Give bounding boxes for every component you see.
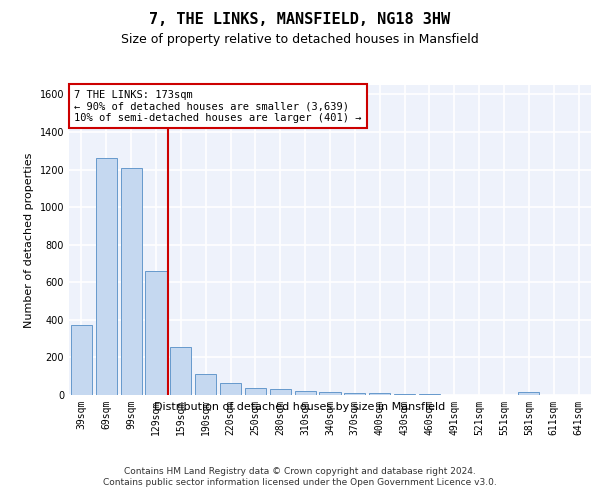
Bar	[71, 326, 92, 395]
Y-axis label: Number of detached properties: Number of detached properties	[24, 152, 34, 328]
Bar	[170, 347, 191, 395]
Text: Size of property relative to detached houses in Mansfield: Size of property relative to detached ho…	[121, 32, 479, 46]
Bar	[121, 168, 142, 395]
Bar	[344, 393, 365, 395]
Text: 7 THE LINKS: 173sqm
← 90% of detached houses are smaller (3,639)
10% of semi-det: 7 THE LINKS: 173sqm ← 90% of detached ho…	[74, 90, 362, 123]
Bar	[369, 394, 390, 395]
Bar	[419, 394, 440, 395]
Bar	[319, 392, 341, 395]
Bar	[96, 158, 117, 395]
Text: Distribution of detached houses by size in Mansfield: Distribution of detached houses by size …	[154, 402, 446, 412]
Text: Contains HM Land Registry data © Crown copyright and database right 2024.
Contai: Contains HM Land Registry data © Crown c…	[103, 468, 497, 487]
Bar	[518, 392, 539, 395]
Bar	[220, 383, 241, 395]
Bar	[270, 390, 291, 395]
Bar	[394, 394, 415, 395]
Bar	[245, 388, 266, 395]
Text: 7, THE LINKS, MANSFIELD, NG18 3HW: 7, THE LINKS, MANSFIELD, NG18 3HW	[149, 12, 451, 28]
Bar	[195, 374, 216, 395]
Bar	[295, 391, 316, 395]
Bar	[145, 271, 167, 395]
